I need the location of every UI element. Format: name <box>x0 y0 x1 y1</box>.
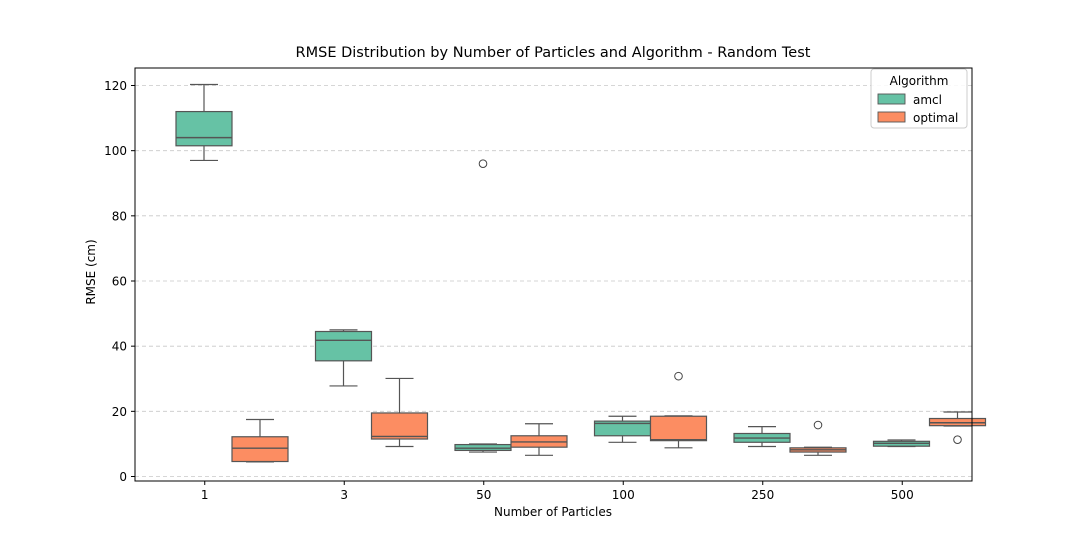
outlier-point <box>813 420 823 430</box>
grid-lines <box>135 85 972 477</box>
y-tick-label: 100 <box>104 144 127 158</box>
y-axis: 0 20 40 60 80 100 120 <box>104 79 135 484</box>
y-axis-label: RMSE (cm) <box>84 239 98 304</box>
box-optimal-3 <box>370 377 429 448</box>
box-amcl-50 <box>454 159 512 453</box>
legend: Algorithm amcl optimal <box>870 68 968 129</box>
box-iqr <box>649 415 708 442</box>
plot-frame <box>134 67 973 482</box>
x-tick-label: 100 <box>612 488 635 502</box>
x-tick-label: 3 <box>340 488 348 502</box>
legend-label-optimal: optimal <box>913 111 958 125</box>
box-optimal-50 <box>510 423 568 456</box>
box-amcl-250 <box>733 426 791 448</box>
x-axis-label: Number of Particles <box>494 505 612 519</box>
outlier-point <box>953 435 962 444</box>
box-optimal-100 <box>649 371 708 449</box>
outlier-point <box>478 159 488 168</box>
box-optimal-500 <box>928 411 987 444</box>
outlier-point <box>674 371 683 381</box>
box-optimal-1 <box>231 418 289 463</box>
y-tick-label: 0 <box>119 470 127 484</box>
box-amcl-3 <box>314 329 373 387</box>
box-iqr <box>175 110 233 147</box>
legend-swatch-optimal <box>877 111 906 123</box>
legend-label-amcl: amcl <box>913 93 942 107</box>
y-tick-label: 60 <box>112 275 127 289</box>
box-iqr <box>370 412 429 440</box>
legend-title: Algorithm <box>890 74 949 88</box>
box-iqr <box>314 330 373 362</box>
chart-title: RMSE Distribution by Number of Particles… <box>296 45 811 61</box>
box-plots <box>175 83 987 463</box>
x-axis: 1 3 50 100 250 500 <box>201 481 914 502</box>
legend-swatch-amcl <box>877 93 906 105</box>
box-amcl-500 <box>872 439 931 448</box>
box-amcl-100 <box>593 415 652 443</box>
box-amcl-1 <box>175 83 233 162</box>
box-optimal-250 <box>789 420 847 456</box>
x-tick-label: 250 <box>751 488 774 502</box>
x-tick-label: 500 <box>891 488 914 502</box>
x-tick-label: 50 <box>476 488 491 502</box>
y-tick-label: 80 <box>112 209 127 223</box>
box-iqr <box>231 436 289 463</box>
y-tick-label: 120 <box>104 79 127 93</box>
y-tick-label: 20 <box>112 405 127 419</box>
x-tick-label: 1 <box>201 488 209 502</box>
y-tick-label: 40 <box>112 340 127 354</box>
